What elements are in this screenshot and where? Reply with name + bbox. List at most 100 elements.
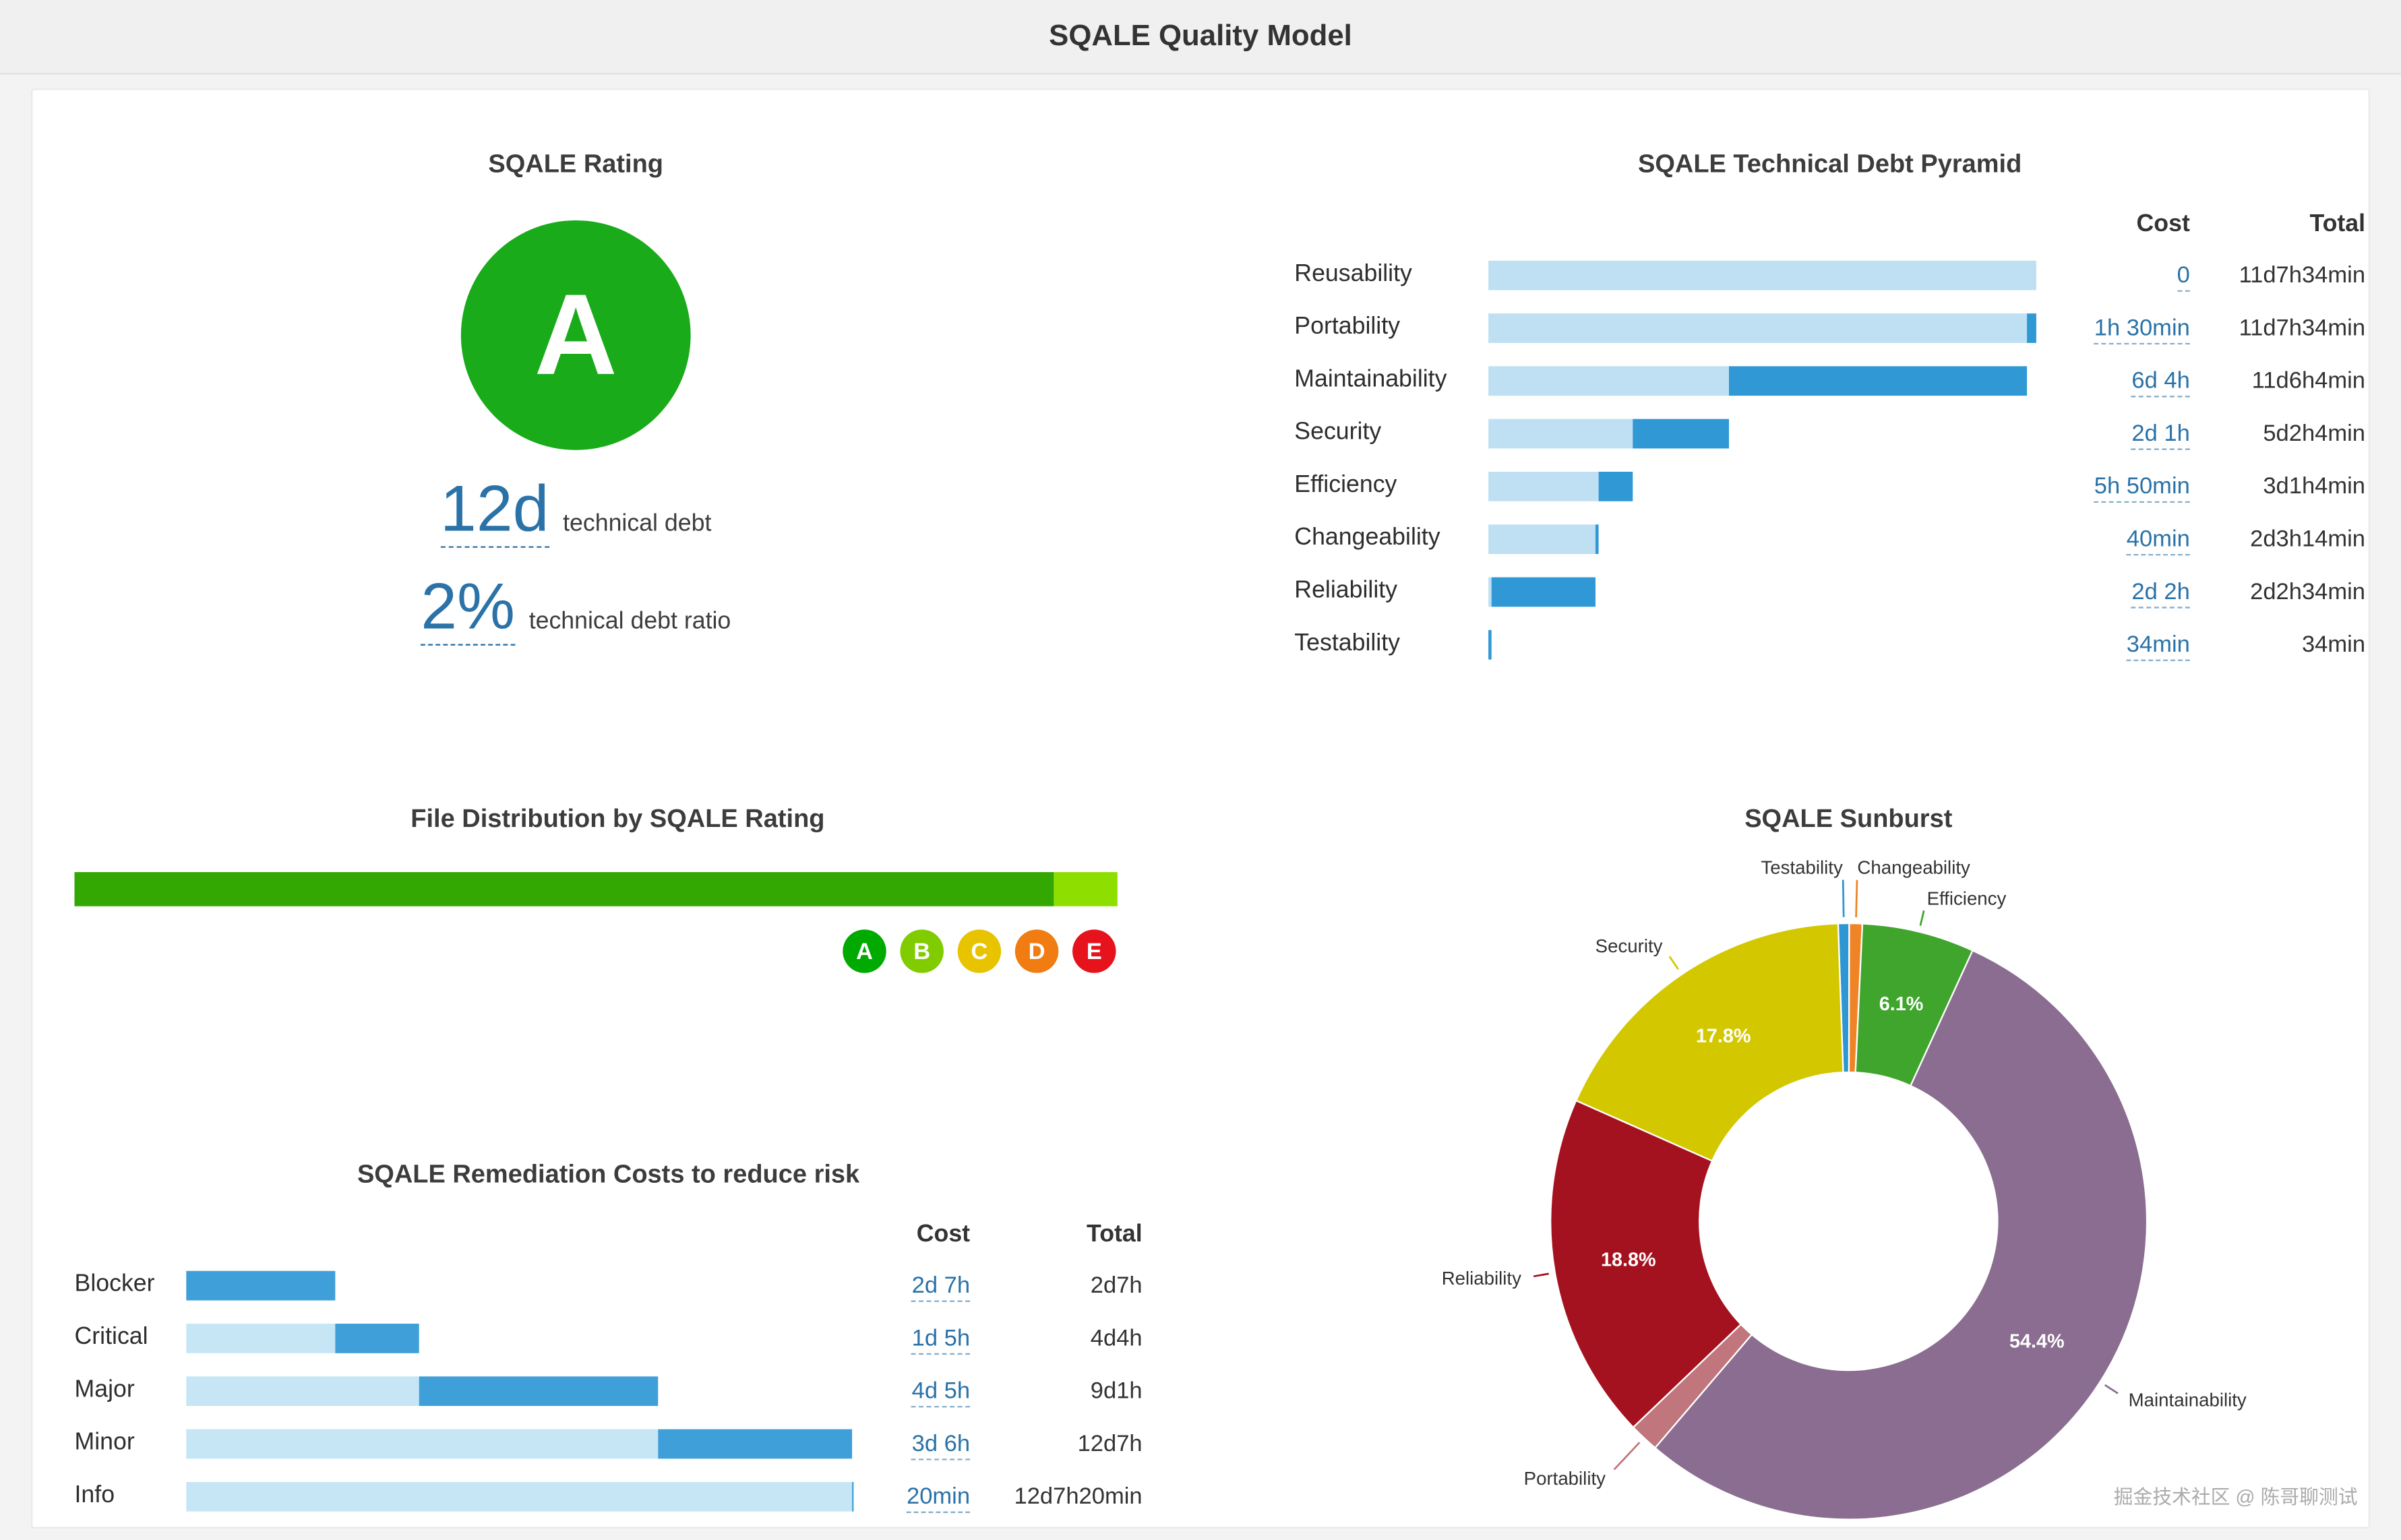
cost-link[interactable]: 2d 1h <box>2040 419 2190 450</box>
technical-debt-stat: 12d technical debt <box>440 475 712 548</box>
cost-link[interactable]: 20min <box>863 1483 971 1512</box>
slice-percent-label: 17.8% <box>1696 1026 1751 1047</box>
slice-percent-label: 54.4% <box>2009 1331 2065 1353</box>
row-label: Testability <box>1294 629 1401 656</box>
pyramid-table-header: Cost Total <box>1294 202 2366 248</box>
bar-remaining-segment <box>1488 259 2036 290</box>
label-callout-line <box>1533 1272 1549 1278</box>
rating-grade-badge: A <box>460 220 691 450</box>
label-callout-line <box>1919 910 1925 926</box>
bar-cost-segment <box>334 1322 419 1353</box>
remediation-row: Minor 3d 6h 12d7h <box>75 1417 1143 1469</box>
cost-link[interactable]: 4d 5h <box>863 1377 971 1407</box>
technical-debt-label: technical debt <box>563 510 712 537</box>
total-value: 4d4h <box>1090 1324 1143 1351</box>
watermark: 掘金技术社区 @ 陈哥聊测试 <box>2113 1486 2358 1509</box>
slice-name-label: Security <box>1595 935 1663 956</box>
cost-bar <box>1488 312 2039 342</box>
bar-cost-segment <box>1598 470 1633 501</box>
cost-bar <box>1488 418 2039 448</box>
cost-bar <box>186 1481 863 1511</box>
sunburst-slice-reliability[interactable] <box>1550 1099 1742 1429</box>
bar-cost-segment <box>419 1376 658 1405</box>
debt-ratio-label: technical debt ratio <box>528 608 731 635</box>
row-label: Security <box>1294 419 1382 445</box>
bar-cost-segment <box>186 1270 335 1300</box>
total-value: 34min <box>2301 630 2366 658</box>
slice-name-label: Reliability <box>1442 1268 1521 1289</box>
cost-link[interactable]: 2d 7h <box>863 1271 971 1301</box>
bar-cost-segment <box>1491 576 1595 607</box>
rating-badge-b: B <box>900 929 944 973</box>
cost-link[interactable]: 0 <box>2040 261 2190 291</box>
total-value: 12d7h20min <box>1014 1483 1143 1510</box>
cost-column-header: Cost <box>2136 211 2190 238</box>
cost-bar <box>186 1270 863 1300</box>
dashboard-panel: SQALE Rating A 12d technical debt 2% tec… <box>31 88 2370 1529</box>
pyramid-row: Maintainability 6d 4h 11d6h4min <box>1294 354 2365 406</box>
row-label: Changeability <box>1294 524 1440 551</box>
cost-link[interactable]: 5h 50min <box>2040 472 2190 502</box>
cost-link[interactable]: 40min <box>2040 525 2190 555</box>
slice-name-label: Testability <box>1761 857 1842 877</box>
total-value: 3d1h4min <box>2263 472 2366 499</box>
row-label: Major <box>74 1376 135 1403</box>
debt-ratio-stat: 2% technical debt ratio <box>421 573 731 646</box>
sunburst-slice-security[interactable] <box>1575 923 1844 1163</box>
sunburst-widget: SQALE Sunburst Testability Changeability 6… <box>1383 805 2315 1539</box>
sunburst-chart: Testability Changeability 6.1% Efficiency 54… <box>1442 857 2247 1520</box>
remediation-row: Blocker 2d 7h 2d7h <box>75 1258 1143 1311</box>
cost-link[interactable]: 1h 30min <box>2040 314 2190 344</box>
pyramid-row: Reusability 0 11d7h34min <box>1294 248 2365 301</box>
row-label: Info <box>74 1481 115 1509</box>
total-column-header: Total <box>2309 211 2366 238</box>
bar-remaining-segment <box>1488 470 1599 501</box>
label-callout-line <box>1668 956 1679 970</box>
bar-cost-segment <box>657 1428 852 1458</box>
bar-cost-segment <box>1595 524 1599 553</box>
cost-link[interactable]: 34min <box>2040 630 2190 660</box>
cost-bar <box>186 1322 863 1353</box>
cost-bar <box>1488 259 2039 290</box>
row-label: Reusability <box>1294 260 1412 287</box>
remediation-rows: Blocker 2d 7h 2d7h Critical 1d 5h 4d4h Major 4d… <box>75 1258 1143 1522</box>
cost-link[interactable]: 3d 6h <box>863 1429 971 1460</box>
remediation-row: Major 4d 5h 9d1h <box>75 1364 1143 1417</box>
total-value: 2d3h14min <box>2250 525 2366 552</box>
remediation-row: Critical 1d 5h 4d4h <box>75 1312 1143 1364</box>
page-header: SQALE Quality Model <box>0 0 2401 75</box>
slice-name-label: Maintainability <box>2129 1390 2247 1411</box>
slice-percent-label: 18.8% <box>1601 1249 1656 1270</box>
file-distribution-bar <box>74 872 1118 906</box>
remediation-row: Info 20min 12d7h20min <box>75 1469 1143 1522</box>
sunburst-slice-maintainability[interactable] <box>1653 949 2148 1520</box>
pyramid-row: Portability 1h 30min 11d7h34min <box>1294 301 2365 354</box>
slice-name-label: Changeability <box>1857 857 1970 878</box>
bar-remaining-segment <box>1488 365 1730 395</box>
debt-pyramid-widget: SQALE Technical Debt Pyramid Cost Total … <box>1294 150 2365 670</box>
rating-badge-c: C <box>957 929 1002 973</box>
total-value: 11d7h34min <box>2239 314 2366 341</box>
technical-debt-value[interactable]: 12d <box>440 475 549 548</box>
label-callout-line <box>1855 880 1858 918</box>
cost-bar <box>1488 629 2039 659</box>
row-label: Efficiency <box>1294 471 1397 499</box>
sunburst-widget-title: SQALE Sunburst <box>1744 805 1953 834</box>
sqale-rating-widget: SQALE Rating A 12d technical debt 2% tec… <box>63 150 1088 646</box>
cost-link[interactable]: 6d 4h <box>2040 367 2190 397</box>
remediation-table-header: Cost Total <box>75 1212 1143 1258</box>
label-callout-line <box>1613 1442 1641 1471</box>
cost-link[interactable]: 1d 5h <box>863 1324 971 1354</box>
bar-remaining-segment <box>1488 524 1595 553</box>
cost-link[interactable]: 2d 2h <box>2040 578 2190 608</box>
label-callout-line <box>2104 1384 2119 1394</box>
cost-bar <box>1488 470 2039 501</box>
debt-ratio-value[interactable]: 2% <box>421 573 515 646</box>
row-label: Maintainability <box>1294 366 1447 393</box>
cost-column-header: Cost <box>916 1221 971 1248</box>
cost-bar <box>1488 576 2039 607</box>
total-value: 9d1h <box>1090 1377 1143 1404</box>
remediation-widget-title: SQALE Remediation Costs to reduce risk <box>357 1161 860 1189</box>
